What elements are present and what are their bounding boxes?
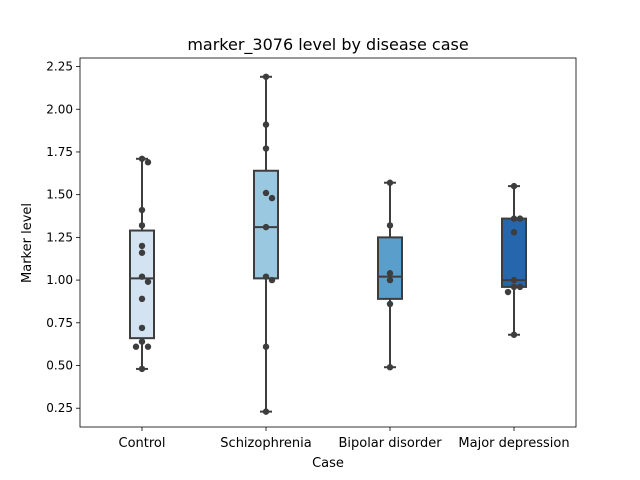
data-point	[504, 288, 512, 296]
y-tick-label: 0.25	[46, 401, 73, 415]
data-point	[510, 276, 518, 284]
data-point	[138, 365, 146, 373]
data-point	[510, 229, 518, 236]
box	[377, 236, 403, 300]
data-point	[268, 194, 276, 202]
data-point	[138, 155, 146, 162]
x-tick-label: Major depression	[458, 436, 569, 451]
data-point	[262, 73, 270, 80]
data-point	[516, 215, 524, 222]
data-point	[138, 338, 146, 345]
data-point	[386, 364, 394, 371]
y-tick-label: 0.50	[46, 359, 73, 373]
data-point	[386, 276, 394, 284]
data-point	[138, 324, 146, 332]
data-point	[144, 159, 152, 166]
data-point	[138, 222, 146, 229]
data-point	[262, 408, 270, 415]
data-point	[510, 331, 518, 338]
data-point	[510, 182, 518, 190]
x-tick-label: Control	[119, 436, 166, 451]
data-point	[268, 276, 276, 284]
data-point	[386, 270, 394, 277]
y-tick-label: 2.25	[46, 60, 73, 74]
y-axis-label: Marker level	[20, 203, 35, 283]
data-point	[516, 283, 524, 291]
y-tick-label: 1.50	[46, 188, 73, 202]
data-point	[138, 206, 146, 214]
x-axis-label: Case	[312, 456, 344, 471]
plot-area: 0.25 0.50 0.75 1.00 1.25 1.50 1.75 2.00 2.25 Cont…	[46, 57, 577, 451]
data-point	[144, 278, 152, 285]
data-point	[386, 179, 394, 186]
y-tick-label: 1.25	[46, 230, 73, 244]
y-tick-label: 0.75	[46, 316, 73, 330]
data-point	[138, 242, 146, 250]
data-point	[132, 343, 140, 350]
box	[501, 217, 527, 288]
data-point	[510, 215, 518, 222]
y-tick-label: 2.00	[46, 102, 73, 116]
axes-frame	[79, 57, 577, 428]
data-point	[386, 300, 394, 308]
data-point	[138, 249, 146, 256]
data-point	[138, 295, 146, 303]
data-point	[510, 283, 518, 291]
chart-title: marker_3076 level by disease case	[187, 35, 468, 55]
data-point	[262, 145, 270, 152]
data-point	[386, 222, 394, 229]
x-tick-label: Schizophrenia	[220, 436, 311, 451]
data-point	[262, 223, 270, 231]
data-point	[262, 121, 270, 128]
y-tick-label: 1.00	[46, 273, 73, 287]
data-point	[262, 273, 270, 280]
y-tick-label: 1.75	[46, 145, 73, 159]
data-point	[138, 273, 146, 280]
data-point	[262, 189, 270, 197]
x-tick-label: Bipolar disorder	[338, 436, 442, 451]
data-point	[262, 343, 270, 350]
data-point	[144, 343, 152, 350]
